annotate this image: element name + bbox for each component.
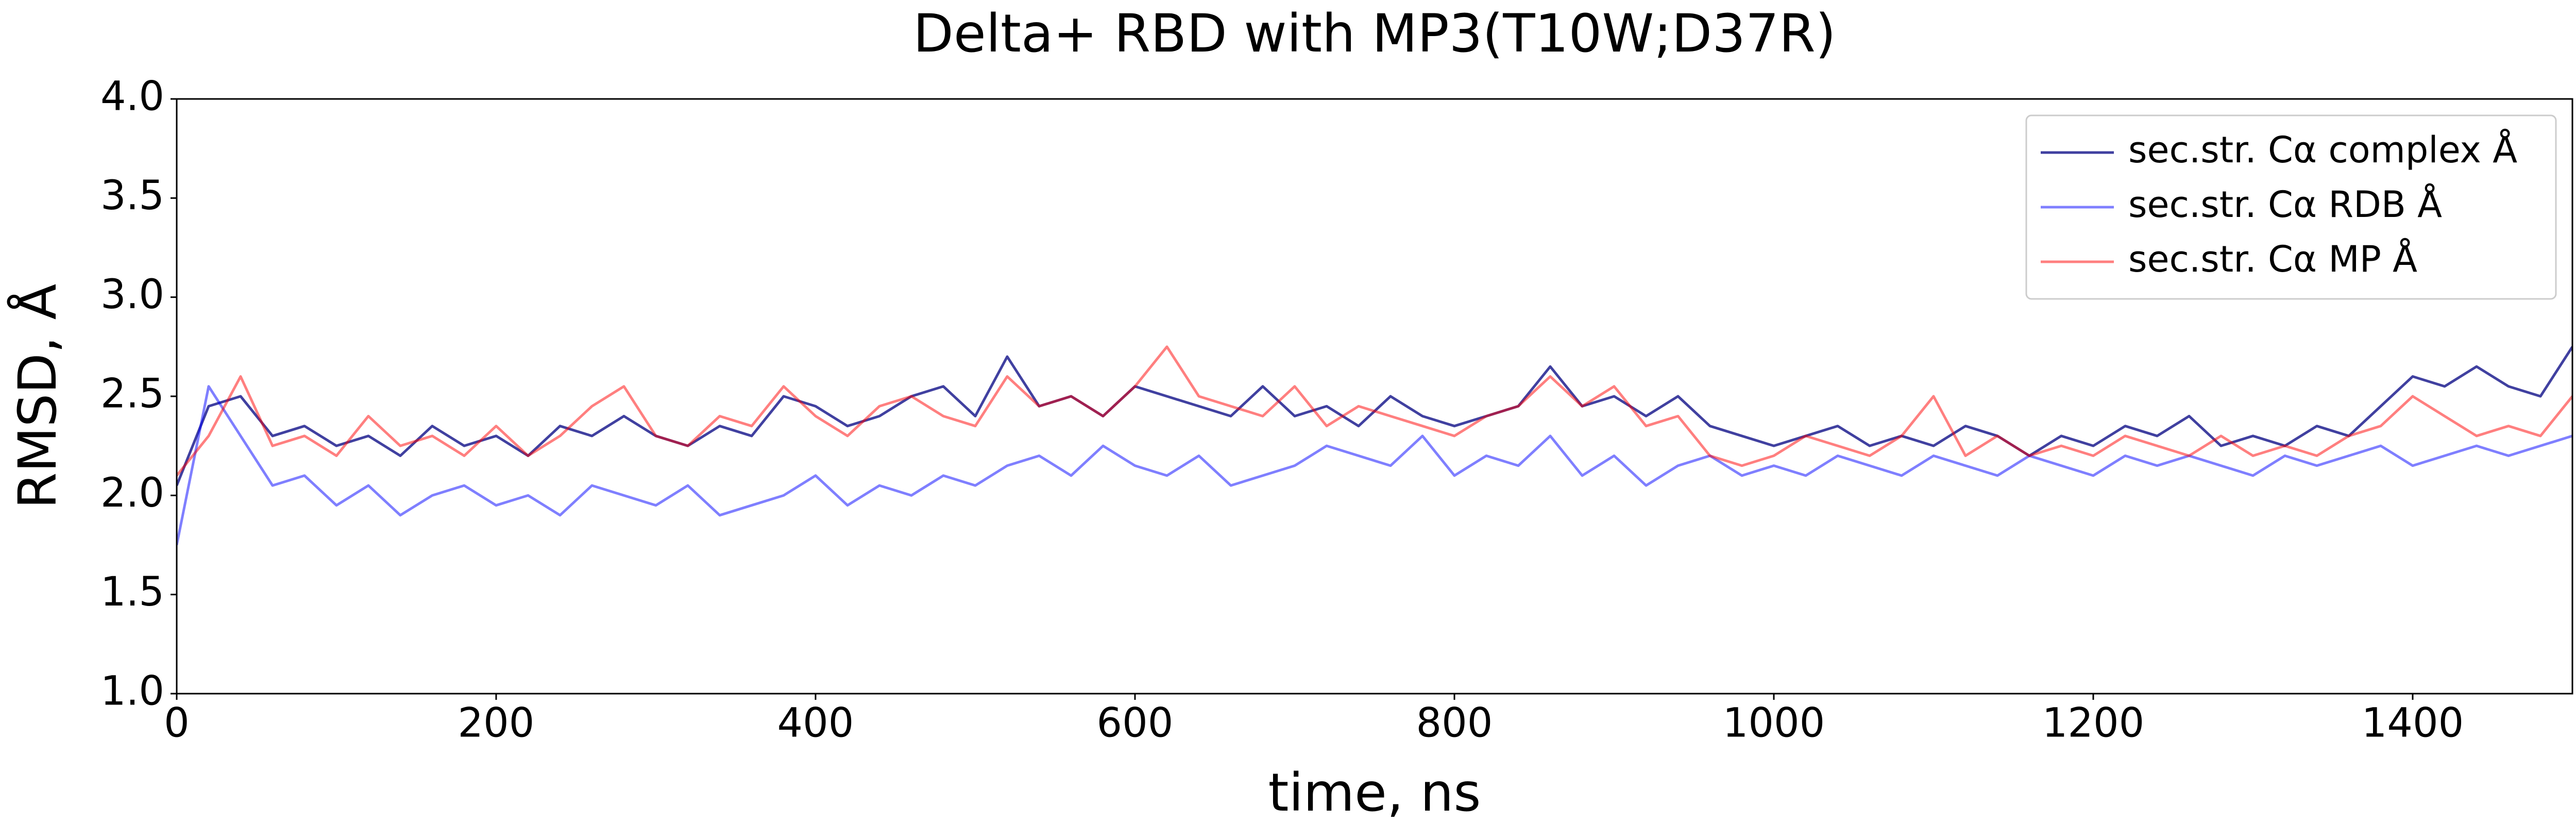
y-tick-label: 2.0 (100, 470, 164, 516)
y-tick-label: 1.5 (100, 569, 164, 615)
y-tick-label: 3.5 (100, 173, 164, 219)
x-tick-label: 1400 (2362, 700, 2464, 746)
x-tick-label: 0 (164, 700, 190, 746)
y-axis-label: RMSD, Å (7, 284, 69, 509)
x-tick-label: 200 (458, 700, 535, 746)
legend-box (2025, 114, 2557, 300)
y-tick-label: 3.0 (100, 272, 164, 318)
x-tick-label: 600 (1097, 700, 1174, 746)
legend-label: sec.str. Cα RDB Å (2128, 183, 2442, 226)
legend: sec.str. Cα complex Å sec.str. Cα RDB Å se… (2025, 114, 2557, 300)
x-tick-label: 1200 (2042, 700, 2145, 746)
series-line (177, 385, 2572, 545)
x-tick-label: 400 (777, 700, 854, 746)
x-tick-label: 1000 (1723, 700, 1825, 746)
series-line (177, 346, 2572, 486)
legend-label: sec.str. Cα MP Å (2128, 238, 2417, 280)
y-tick-label: 4.0 (100, 73, 164, 120)
y-tick-label: 1.0 (100, 668, 164, 714)
chart-title: Delta+ RBD with MP3(T10W;D37R) (913, 3, 1836, 64)
x-tick-label: 800 (1416, 700, 1493, 746)
series-line (177, 345, 2572, 477)
legend-label: sec.str. Cα complex Å (2128, 129, 2517, 171)
plot-frame (176, 98, 2573, 695)
y-tick-label: 2.5 (100, 371, 164, 417)
x-axis-label: time, ns (1268, 762, 1481, 824)
